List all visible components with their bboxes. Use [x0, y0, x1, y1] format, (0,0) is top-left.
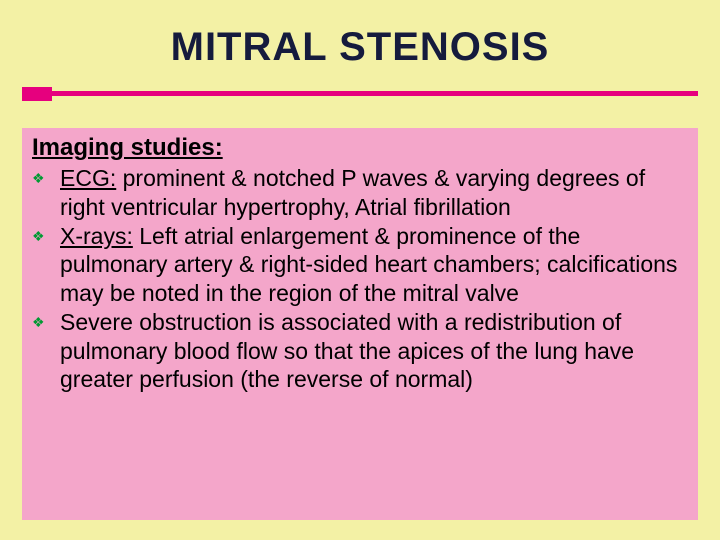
bullet-icon: ❖: [32, 308, 60, 332]
list-item: ❖ X-rays: Left atrial enlargement & prom…: [32, 222, 688, 308]
accent-line: [52, 91, 698, 96]
bullet-icon: ❖: [32, 164, 60, 188]
list-item: ❖ Severe obstruction is associated with …: [32, 308, 688, 394]
accent-square: [22, 87, 52, 101]
bullet-list: ❖ ECG: prominent & notched P waves & var…: [32, 164, 688, 394]
bullet-body: prominent & notched P waves & varying de…: [60, 165, 645, 220]
bullet-lead: ECG:: [60, 165, 116, 191]
bullet-text: Severe obstruction is associated with a …: [60, 308, 688, 394]
bullet-text: X-rays: Left atrial enlargement & promin…: [60, 222, 688, 308]
list-item: ❖ ECG: prominent & notched P waves & var…: [32, 164, 688, 222]
bullet-body: Severe obstruction is associated with a …: [60, 309, 634, 393]
accent-bar: [22, 87, 698, 101]
bullet-body: Left atrial enlargement & prominence of …: [60, 223, 677, 307]
slide: MITRAL STENOSIS Imaging studies: ❖ ECG: …: [0, 0, 720, 540]
bullet-lead: X-rays:: [60, 223, 133, 249]
section-heading: Imaging studies:: [32, 134, 688, 162]
title-band: MITRAL STENOSIS: [22, 0, 698, 95]
bullet-icon: ❖: [32, 222, 60, 246]
slide-title: MITRAL STENOSIS: [171, 25, 550, 70]
bullet-text: ECG: prominent & notched P waves & varyi…: [60, 164, 688, 222]
content-box: Imaging studies: ❖ ECG: prominent & notc…: [22, 128, 698, 520]
